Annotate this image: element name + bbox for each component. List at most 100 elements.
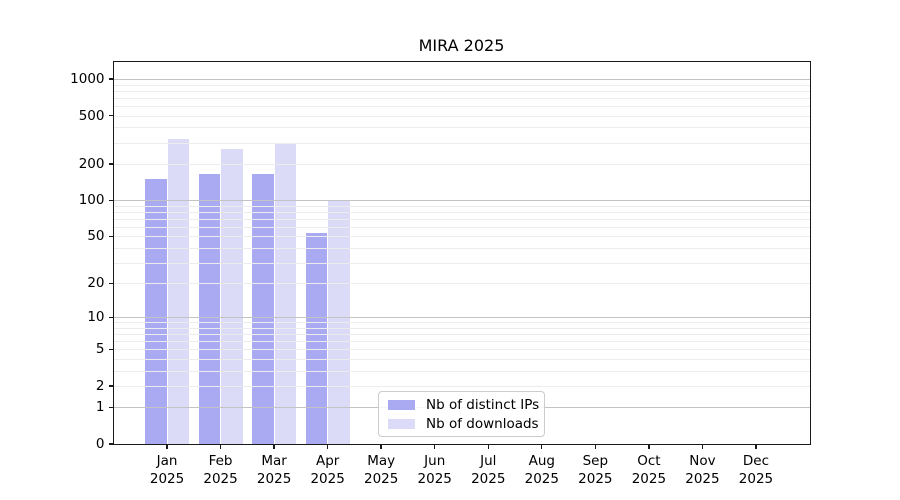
x-tick-label-line: 2025 <box>471 471 506 487</box>
x-tick <box>434 444 436 449</box>
gridline-minor <box>113 283 810 285</box>
x-tick-label-line: May <box>367 453 396 469</box>
gridline-major <box>113 79 810 81</box>
x-tick-label-line: Jun <box>424 453 446 469</box>
x-tick-label-line: 2025 <box>203 471 238 487</box>
y-tick <box>108 316 114 319</box>
y-tick-label: 1 <box>95 399 105 416</box>
x-tick-label-line: 2025 <box>417 471 452 487</box>
y-tick <box>108 115 114 117</box>
x-tick-label: Aug 2025 <box>525 452 559 488</box>
legend-item-downloads: Nb of downloads <box>379 416 544 432</box>
gridline-minor <box>113 327 810 329</box>
y-tick <box>108 78 114 80</box>
y-tick-label: 0 <box>95 436 105 452</box>
legend-label-distinct-ips: Nb of distinct IPs <box>426 396 540 413</box>
x-tick-label: Mar 2025 <box>257 452 291 488</box>
y-tick-label: 1000 <box>70 71 105 88</box>
x-tick-label-line: Apr <box>315 453 340 469</box>
gridline-minor <box>113 334 810 336</box>
y-tick <box>108 235 114 238</box>
x-tick-label-line: 2025 <box>149 471 185 487</box>
x-tick <box>326 444 329 449</box>
y-tick <box>108 163 114 165</box>
gridline-major <box>113 200 810 202</box>
x-tick-label-line: 2025 <box>631 471 667 487</box>
gridline-minor <box>113 97 810 99</box>
x-tick <box>487 444 489 449</box>
gridline-minor <box>113 163 810 165</box>
x-tick-label: Jun 2025 <box>418 452 452 488</box>
gridline-minor <box>113 341 810 343</box>
bar-downloads <box>167 139 190 444</box>
y-tick <box>108 348 114 351</box>
legend-swatch-distinct-ips <box>388 399 415 410</box>
gridline-minor <box>113 90 810 92</box>
x-tick-label: Oct 2025 <box>632 452 666 488</box>
y-tick-label: 20 <box>87 275 105 292</box>
y-tick-label: 500 <box>78 107 105 124</box>
bar-distinct-ips <box>198 174 221 444</box>
legend-label-downloads: Nb of downloads <box>426 415 539 432</box>
y-tick <box>108 199 114 201</box>
x-tick-label-line: 2025 <box>524 471 559 487</box>
gridline-major <box>113 317 810 319</box>
gridline-minor <box>113 142 810 144</box>
y-tick <box>108 385 114 387</box>
gridline-minor <box>113 106 810 108</box>
x-tick-label-line: 2025 <box>738 471 774 487</box>
x-tick-label-line: Jan <box>156 453 178 469</box>
x-tick-label-line: 2025 <box>364 471 399 487</box>
y-tick-label: 50 <box>87 228 105 245</box>
x-tick-label-line: 2025 <box>578 471 613 487</box>
x-tick <box>648 444 650 449</box>
x-tick-label-line: Oct <box>637 453 661 469</box>
x-tick-label: Jan 2025 <box>150 452 184 488</box>
gridline-minor <box>113 322 810 324</box>
x-tick-label-line: Mar <box>261 453 287 469</box>
x-tick <box>594 444 597 449</box>
gridline-minor <box>113 84 810 86</box>
x-tick-label-line: 2025 <box>685 471 720 487</box>
x-tick-label: Sep 2025 <box>578 452 612 488</box>
gridline-minor <box>113 359 810 360</box>
bar-distinct-ips <box>145 179 167 444</box>
x-tick <box>166 444 168 449</box>
y-tick-label: 100 <box>78 192 105 209</box>
gridline-minor <box>113 226 810 228</box>
gridline-minor <box>113 247 810 249</box>
y-tick <box>108 406 114 409</box>
bar-downloads <box>328 200 350 444</box>
x-tick-label-line: Nov <box>689 453 716 469</box>
x-tick <box>219 444 222 449</box>
x-tick-label-line: Dec <box>742 453 770 469</box>
x-tick-label: May 2025 <box>364 452 398 488</box>
x-tick-label-line: 2025 <box>310 471 345 487</box>
x-tick-label-line: Aug <box>528 453 555 469</box>
y-tick-label: 200 <box>78 155 105 172</box>
x-tick <box>273 444 275 449</box>
x-tick-label-line: 2025 <box>256 471 292 487</box>
gridline-minor <box>113 262 810 264</box>
gridline-minor <box>113 115 810 117</box>
gridline-minor <box>113 385 810 387</box>
x-tick <box>380 444 382 449</box>
legend: Nb of distinct IPs Nb of downloads <box>378 391 545 437</box>
gridline-minor <box>113 236 810 238</box>
legend-swatch-downloads <box>388 418 415 429</box>
bar-downloads <box>274 142 297 444</box>
y-tick <box>108 282 114 284</box>
bar-downloads <box>221 149 243 444</box>
x-tick-label: Jul 2025 <box>471 452 505 488</box>
y-tick-label: 5 <box>95 341 105 358</box>
x-tick-label-line: Sep <box>582 453 609 469</box>
y-tick <box>108 443 114 445</box>
bar-distinct-ips <box>305 233 328 444</box>
x-tick <box>541 444 543 449</box>
x-tick-label: Nov 2025 <box>685 452 719 488</box>
bar-distinct-ips <box>252 174 274 444</box>
gridline-minor <box>113 370 810 372</box>
x-tick-label: Feb 2025 <box>203 452 237 488</box>
gridline-minor <box>113 211 810 213</box>
